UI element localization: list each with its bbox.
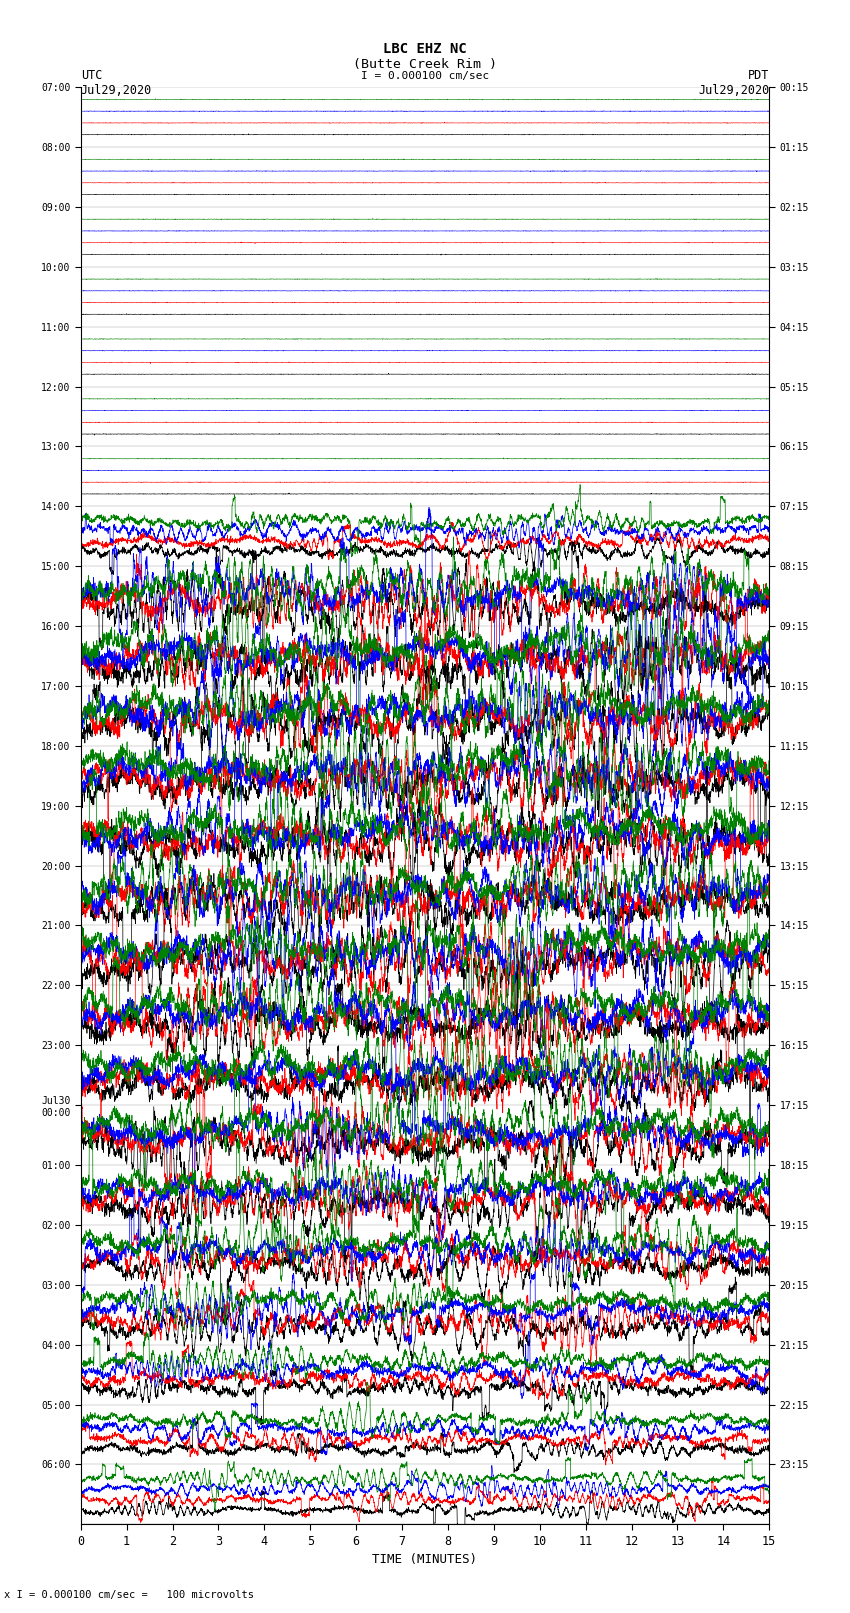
Text: LBC EHZ NC: LBC EHZ NC: [383, 42, 467, 56]
Text: I = 0.000100 cm/sec: I = 0.000100 cm/sec: [361, 71, 489, 81]
Text: Jul29,2020: Jul29,2020: [81, 84, 152, 97]
Text: x I = 0.000100 cm/sec =   100 microvolts: x I = 0.000100 cm/sec = 100 microvolts: [4, 1590, 254, 1600]
Text: (Butte Creek Rim ): (Butte Creek Rim ): [353, 58, 497, 71]
X-axis label: TIME (MINUTES): TIME (MINUTES): [372, 1553, 478, 1566]
Text: PDT: PDT: [748, 69, 769, 82]
Text: UTC: UTC: [81, 69, 102, 82]
Text: Jul29,2020: Jul29,2020: [698, 84, 769, 97]
